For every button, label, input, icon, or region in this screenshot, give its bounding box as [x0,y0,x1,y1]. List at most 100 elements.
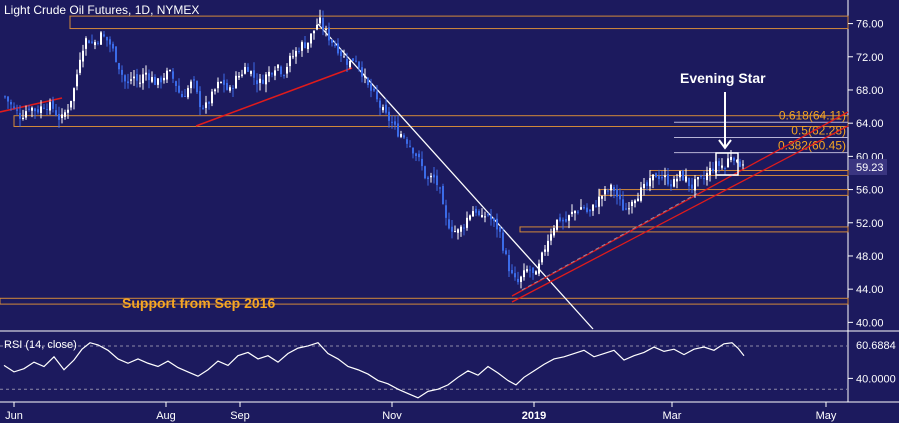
candle-body [592,204,594,211]
candle-body [157,78,159,85]
candle-body [586,207,588,212]
candle-body [682,170,684,181]
candle-body [304,42,306,49]
candle-body [166,70,168,80]
candle-body [421,158,423,167]
candle-body [148,73,150,81]
level-band [69,15,849,30]
candle-body [271,73,273,75]
candle-body [241,74,243,76]
candle-body [517,278,519,283]
rsi-panel: 40.0000 [0,342,896,399]
candle-body [712,168,714,172]
evening-star-highlight-box [715,152,739,176]
candle-body [184,96,186,98]
candle-body [544,249,546,252]
candle-body [406,139,408,144]
time-tick-label: Jun [5,410,23,422]
candle-body [154,76,156,85]
candle-body [433,174,435,178]
candle-body [88,40,90,44]
candle-body [139,82,141,84]
candle-body [508,255,510,272]
candle-body [409,145,411,147]
candle-body [637,198,639,202]
candle-body [202,107,204,109]
candle-body [454,231,456,233]
candle-body [181,94,183,98]
candle-body [37,109,39,113]
candle-body [160,77,162,83]
candle-body [385,104,387,113]
candle-body [598,196,600,207]
price-tick-label: 64.00 [856,118,884,130]
rsi-line [3,342,745,399]
candle-body [364,75,366,78]
candle-body [655,173,657,178]
candle-body [493,218,495,221]
candle-body [370,83,372,91]
candle-body [220,81,222,83]
candle-body [208,101,210,104]
level-band [519,226,849,233]
chart-title: Light Crude Oil Futures, 1D, NYMEX [4,3,199,17]
candle-body [652,174,654,181]
candle-body [97,42,99,44]
candle-body [499,227,501,232]
candle-body [418,153,420,158]
candle-body [253,70,255,78]
price-tick-label: 72.00 [856,52,884,64]
candle-body [700,175,702,177]
candle-body [112,43,114,49]
time-tick-label: Mar [663,410,682,422]
candle-body [523,270,525,278]
candle-body [460,226,462,232]
candle-body [40,106,42,113]
candle-body [10,101,12,105]
price-tick-label: 68.00 [856,85,884,97]
candle-body [481,215,483,218]
candle-body [397,123,399,137]
candle-body [541,252,543,263]
candle-body [622,199,624,211]
rsi-last-value-tag: 60.6884 [856,340,896,352]
candle-body [19,112,21,119]
evening-star-arrowhead [718,139,732,150]
candle-body [676,178,678,182]
candle-body [274,70,276,76]
candle-body [559,217,561,221]
candle-body [22,117,24,119]
candle-body [91,41,93,43]
candle-body [667,174,669,185]
candle-body [265,74,267,85]
candle-body [427,177,429,180]
candle-body [64,112,66,117]
candle-body [31,107,33,111]
candle-body [604,189,606,195]
candle-body [7,96,9,102]
candle-body [574,210,576,214]
candle-body [376,91,378,100]
candle-body [640,187,642,201]
candle-body [295,50,297,57]
price-tick-label: 48.00 [856,251,884,263]
candle-body [313,30,315,34]
candle-body [55,110,57,116]
candle-body [535,271,537,275]
candle-body [232,87,234,89]
price-tick-label: 56.00 [856,185,884,197]
candle-body [34,108,36,112]
candle-body [520,276,522,282]
candle-body [394,121,396,125]
candle-body [673,179,675,187]
price-axis: 40.0044.0048.0052.0056.0060.0064.0068.00… [848,19,884,329]
candle-body [730,156,732,160]
candle-body [706,173,708,181]
candle-body [613,187,615,191]
horizontal-levels [0,15,849,305]
candlesticks [4,9,744,289]
candle-body [193,79,195,81]
candle-body [562,219,564,222]
